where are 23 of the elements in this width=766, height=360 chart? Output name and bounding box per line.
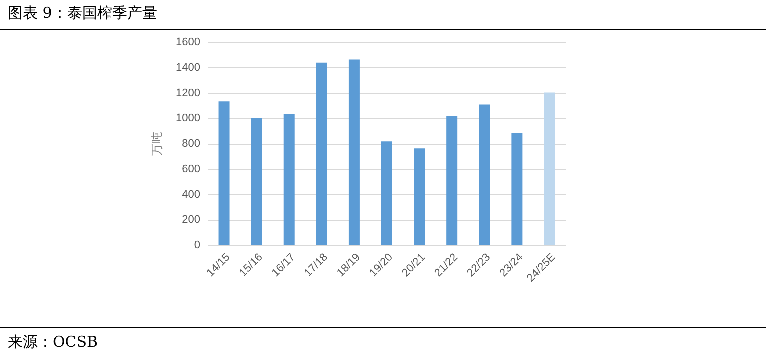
bar — [544, 92, 556, 245]
y-tick-label: 600 — [182, 163, 200, 176]
bar — [348, 60, 360, 245]
y-tick-label: 1200 — [176, 87, 200, 100]
y-tick-label: 1600 — [176, 36, 200, 48]
bar — [284, 114, 295, 245]
bar — [218, 102, 230, 245]
y-tick-label: 1400 — [176, 62, 200, 74]
y-tick-label: 200 — [182, 214, 200, 226]
source-note: 来源：OCSB — [8, 333, 98, 352]
bar — [414, 148, 426, 245]
bar — [446, 116, 458, 245]
y-tick-label: 400 — [182, 188, 200, 201]
bar — [316, 62, 328, 245]
y-tick-label: 0 — [194, 240, 200, 252]
bar — [479, 104, 490, 245]
y-axis-title: 万吨 — [150, 132, 164, 156]
bar — [512, 133, 523, 245]
bar — [251, 118, 262, 245]
y-tick-label: 800 — [182, 138, 200, 150]
bar — [382, 142, 392, 245]
y-tick-label: 1000 — [176, 112, 200, 125]
text: 图表 9：泰国榨季产量 — [8, 4, 158, 23]
